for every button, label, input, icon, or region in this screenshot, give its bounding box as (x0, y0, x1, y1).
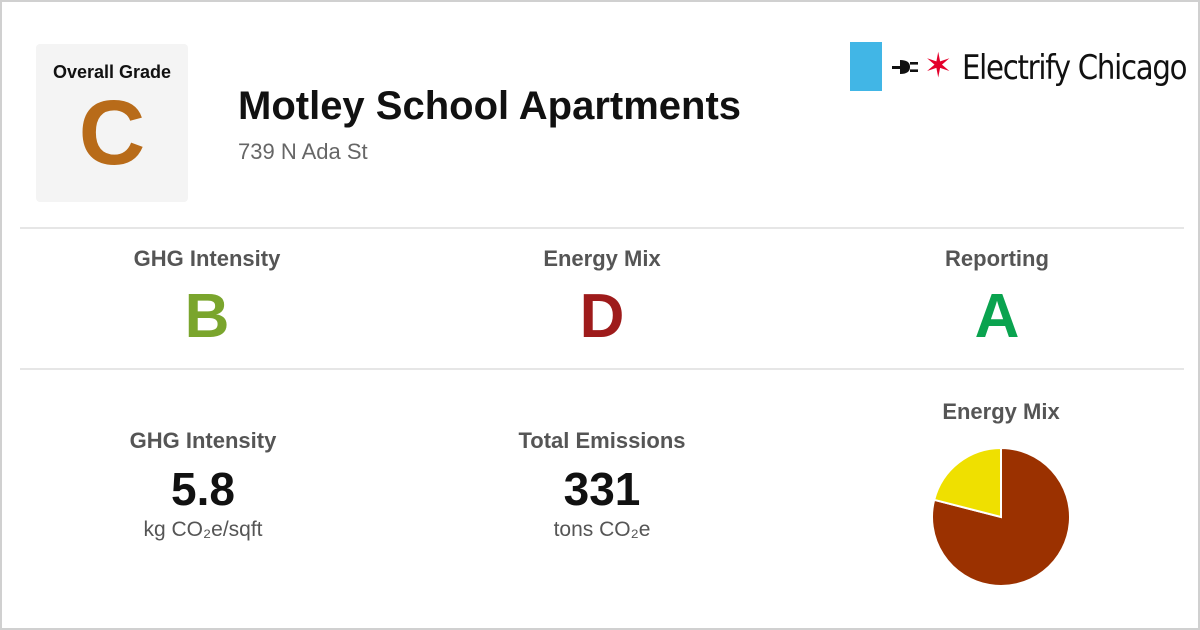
sub-grade-energy-mix: Energy Mix D (452, 246, 752, 352)
metric-value: 331 (563, 463, 641, 515)
star-icon: ✶ (924, 47, 953, 85)
energy-mix-pie-chart (931, 446, 1071, 587)
metric-value: 5.8 (171, 463, 235, 515)
metric-total-emissions: Total Emissions 331 tons CO₂e (452, 428, 752, 542)
metric-unit: tons CO₂e (553, 518, 651, 541)
sub-grade-reporting: Reporting A (847, 246, 1147, 352)
sub-grade-label: Energy Mix (543, 246, 661, 271)
metric-label: Total Emissions (518, 428, 686, 453)
plug-icon (892, 60, 918, 74)
pie-slice-1 (932, 446, 1002, 519)
brand-name: Electrify Chicago (962, 48, 1188, 88)
metric-label: GHG Intensity (129, 428, 277, 453)
sub-grade-label: GHG Intensity (133, 246, 281, 271)
metric-ghg-intensity: GHG Intensity 5.8 kg CO₂e/sqft (53, 428, 353, 542)
energy-mix-chart-title: Energy Mix (942, 399, 1060, 424)
sub-grade-letter: A (974, 282, 1020, 351)
sub-grade-label: Reporting (945, 246, 1049, 271)
sub-grade-letter: D (579, 282, 625, 351)
divider-top (20, 227, 1184, 229)
sub-grade-letter: B (184, 282, 230, 351)
sub-grade-ghg: GHG Intensity B (57, 246, 357, 352)
divider-bottom (20, 368, 1184, 370)
building-name: Motley School Apartments (238, 84, 742, 128)
electrify-chicago-logo: ✶ Electrify Chicago (850, 42, 1188, 92)
building-address: 739 N Ada St (238, 139, 368, 164)
metric-unit: kg CO₂e/sqft (143, 518, 263, 541)
overall-grade-box: Overall Grade C (36, 44, 188, 202)
flag-stripe-icon (850, 42, 882, 91)
overall-grade-letter: C (78, 82, 146, 184)
overall-grade-label: Overall Grade (52, 62, 172, 82)
